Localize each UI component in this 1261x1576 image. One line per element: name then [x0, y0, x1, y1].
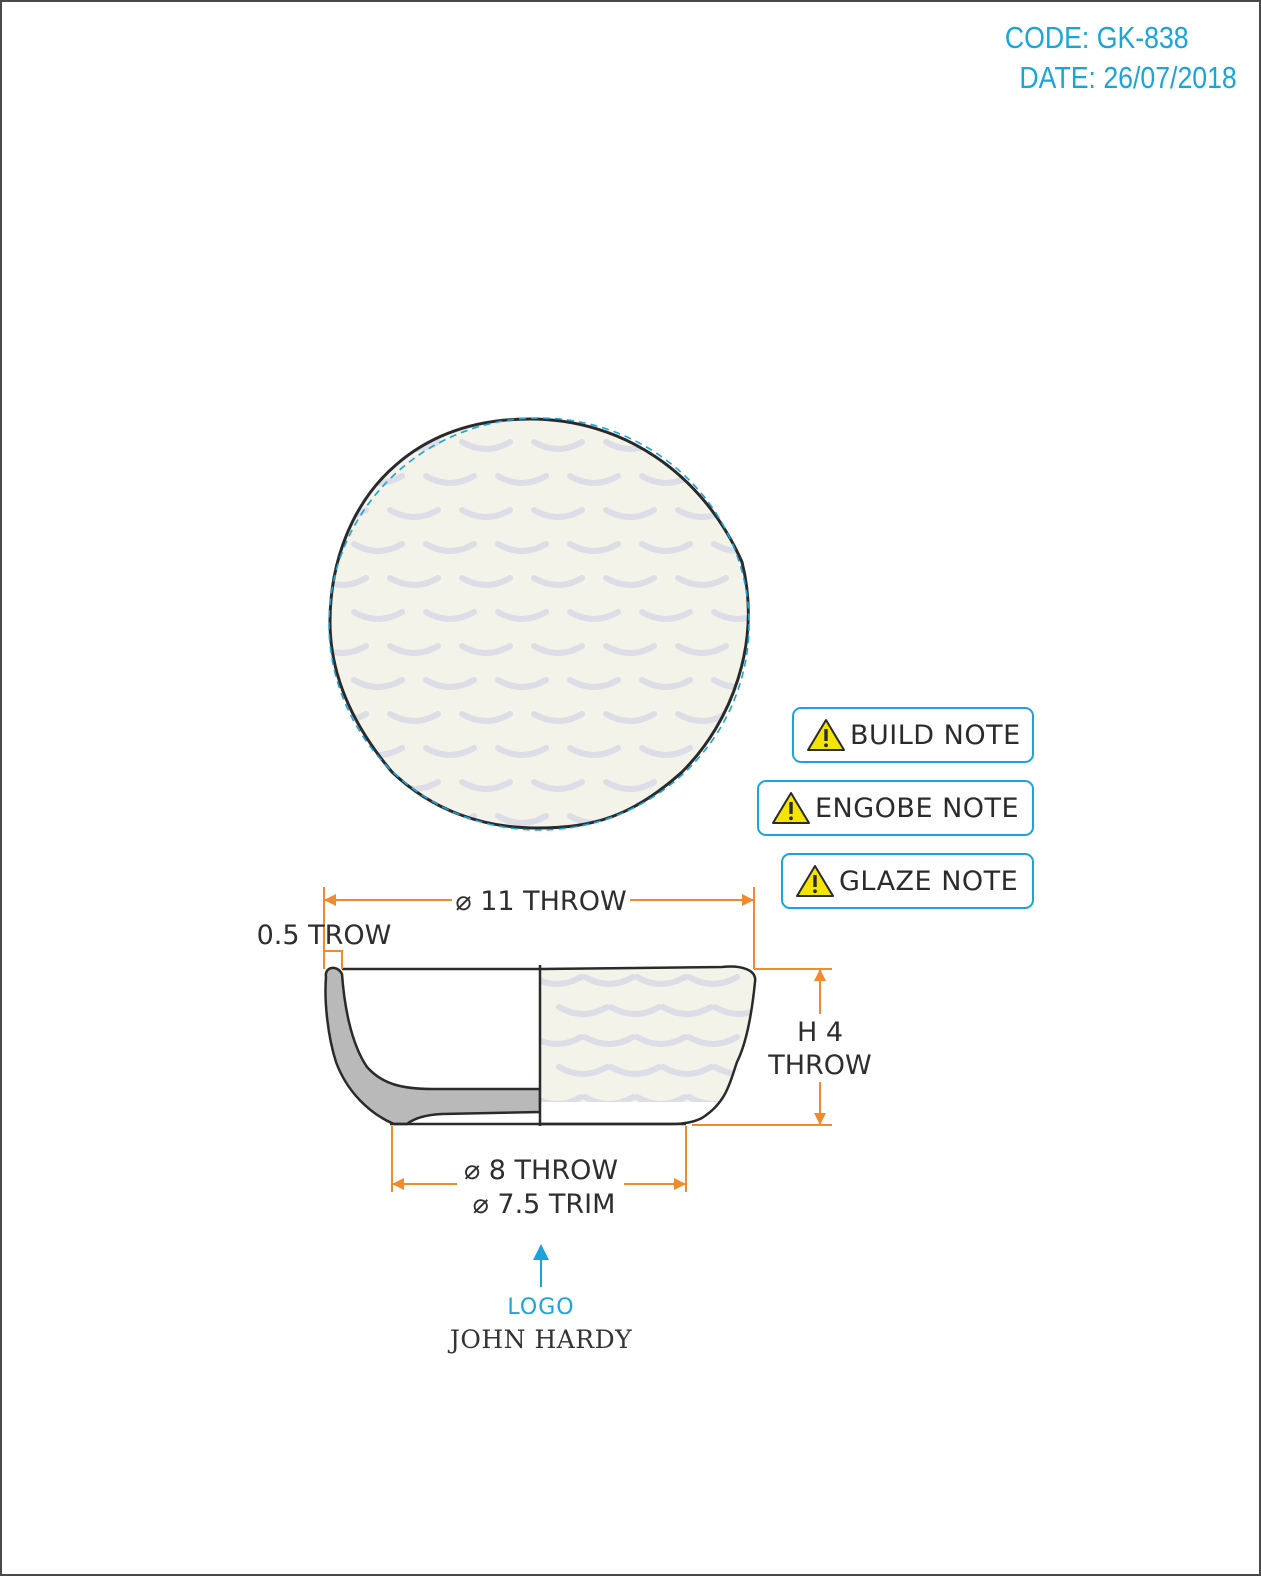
side-glaze: [540, 966, 756, 1124]
scale-mark: [714, 476, 762, 483]
side-view: [324, 965, 763, 1126]
section-wall: [324, 966, 542, 1126]
scale-mark: [354, 816, 402, 823]
glaze-note-label: GLAZE NOTE: [839, 865, 1019, 897]
build-note-label: BUILD NOTE: [850, 719, 1021, 751]
warning-icon: [796, 865, 834, 897]
top-view: [318, 417, 762, 831]
drawing-date: DATE: 26/07/2018: [1019, 60, 1237, 95]
logo-callout: LOGO JOHN HARDY: [447, 1244, 632, 1354]
scale-mark: [714, 748, 762, 755]
height-label-line2: THROW: [767, 1050, 872, 1081]
brand-name: JOHN HARDY: [447, 1325, 632, 1354]
foot-throw-label: ⌀ 8 THROW: [464, 1155, 618, 1186]
rim-diameter-label: ⌀ 11 THROW: [455, 886, 626, 917]
scale-mark: [678, 442, 726, 449]
up-arrow-icon: [533, 1244, 549, 1260]
logo-label: LOGO: [507, 1295, 574, 1320]
top-view-glaze: [330, 419, 749, 828]
product-code: CODE: GK-838: [1005, 20, 1189, 55]
scale-mark: [714, 544, 762, 551]
scale-mark: [318, 442, 366, 449]
scale-mark: [642, 816, 690, 823]
scale-mark: [318, 782, 366, 789]
scale-mark: [678, 782, 726, 789]
warning-icon: [772, 792, 810, 824]
scale-mark: [715, 1067, 763, 1074]
foot-trim-label: ⌀ 7.5 TRIM: [473, 1189, 616, 1220]
engobe-note-label: ENGOBE NOTE: [815, 792, 1020, 824]
engobe-note[interactable]: ENGOBE NOTE: [757, 780, 1034, 836]
scale-mark: [714, 816, 762, 823]
side-outline: [539, 965, 757, 1126]
height-label-line1: H 4: [797, 1017, 843, 1048]
dimension-lines: [323, 887, 832, 1192]
reference-circle: [328, 417, 750, 831]
scale-mark: [318, 714, 366, 721]
glaze-note[interactable]: GLAZE NOTE: [781, 853, 1034, 909]
top-view-outline: [328, 417, 750, 830]
warning-icon: [807, 719, 845, 751]
wall-thickness-label: 0.5 TROW: [257, 920, 392, 951]
build-note[interactable]: BUILD NOTE: [792, 707, 1034, 763]
